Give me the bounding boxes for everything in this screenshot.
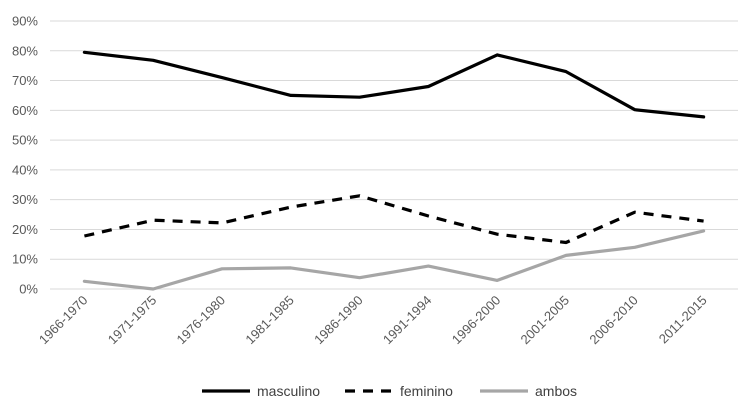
x-tick-label: 1976-1980 <box>174 293 229 348</box>
x-tick-label: 1981-1985 <box>242 293 297 348</box>
x-tick-label: 1966-1970 <box>36 293 91 348</box>
y-tick-label: 0% <box>19 282 38 297</box>
legend-label-masculino: masculino <box>257 383 320 398</box>
grid-lines <box>50 20 738 290</box>
legend: masculino feminino ambos <box>202 383 577 398</box>
y-tick-label: 50% <box>12 133 38 148</box>
series-line-masculino <box>82 50 706 119</box>
x-tick-label: 1996-2000 <box>449 293 504 348</box>
x-tick-label: 1971-1975 <box>105 293 160 348</box>
x-tick-label: 2011-2015 <box>656 293 710 347</box>
y-tick-label: 60% <box>12 103 38 118</box>
legend-label-ambos: ambos <box>535 383 577 398</box>
series-line-ambos <box>82 229 706 291</box>
y-tick-label: 30% <box>12 192 38 207</box>
legend-label-feminino: feminino <box>400 383 453 398</box>
x-tick-label: 1986-1990 <box>311 293 366 348</box>
y-tick-label: 10% <box>12 252 38 267</box>
y-axis-tick-labels: 0% 10% 20% 30% 40% 50% 60% 70% 80% 90% <box>12 14 38 297</box>
y-tick-label: 90% <box>12 14 38 29</box>
x-tick-label: 1991-1994 <box>380 293 435 348</box>
x-tick-label: 2006-2010 <box>586 293 641 348</box>
series-line-feminino <box>84 194 704 245</box>
y-tick-label: 20% <box>12 222 38 237</box>
y-tick-label: 40% <box>12 162 38 177</box>
y-tick-label: 70% <box>12 73 38 88</box>
y-tick-label: 80% <box>12 43 38 58</box>
x-tick-label: 2001-2005 <box>518 293 573 348</box>
x-axis-tick-labels: 1966-1970 1971-1975 1976-1980 1981-1985 1986… <box>36 293 710 348</box>
series-lines <box>82 50 706 291</box>
